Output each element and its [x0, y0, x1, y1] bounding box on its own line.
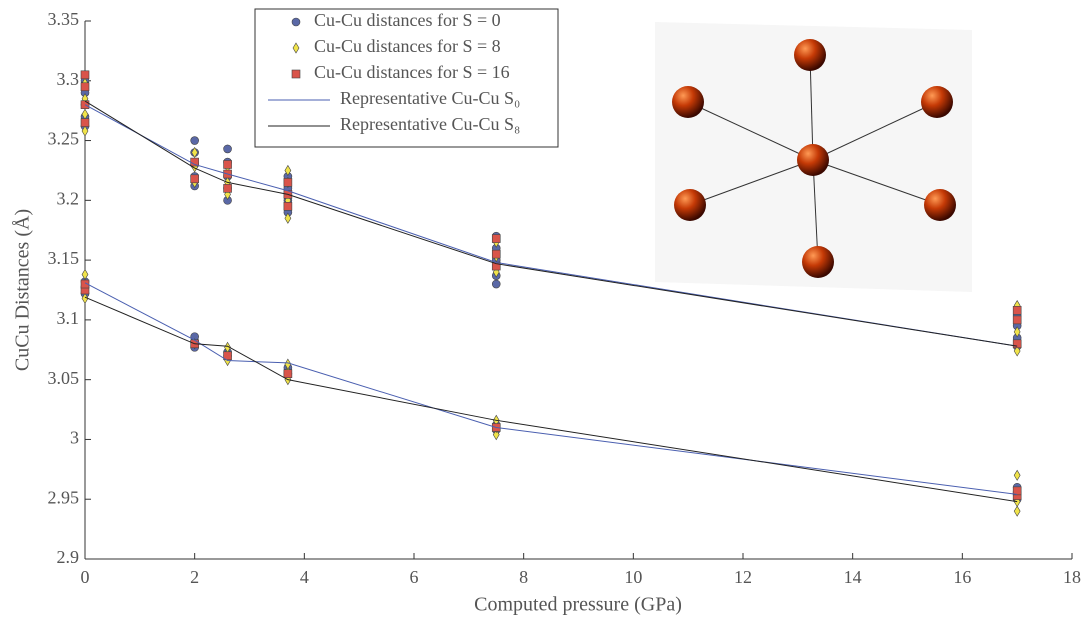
point	[1012, 306, 1022, 315]
point	[191, 146, 199, 159]
x-tick-label: 16	[953, 567, 971, 587]
point	[223, 184, 232, 193]
legend-label: Cu-Cu distances for S = 8	[314, 36, 501, 56]
point	[81, 125, 89, 137]
point	[1013, 469, 1021, 481]
point	[284, 212, 292, 224]
point	[491, 234, 501, 243]
legend-swatch	[291, 17, 301, 27]
inset-image	[655, 22, 972, 292]
y-tick-label: 2.9	[57, 547, 80, 567]
x-tick-label: 4	[300, 567, 309, 587]
point	[80, 279, 90, 289]
point	[283, 178, 293, 187]
series-line	[84, 100, 1018, 503]
x-tick-label: 12	[734, 567, 752, 587]
point	[1013, 326, 1021, 338]
x-tick-label: 14	[844, 567, 862, 587]
point	[80, 82, 90, 92]
y-tick-label: 3.35	[48, 9, 80, 29]
point	[190, 174, 199, 184]
y-tick-label: 3.2	[57, 188, 80, 208]
y-tick-label: 3.1	[57, 308, 80, 328]
x-tick-label: 10	[624, 567, 642, 587]
point	[223, 160, 232, 169]
legend-label: Cu-Cu distances for S = 16	[314, 62, 510, 82]
point	[190, 136, 199, 145]
x-tick-label: 8	[519, 567, 528, 587]
legend-swatch	[292, 42, 300, 54]
point	[492, 429, 500, 441]
point	[1013, 505, 1021, 517]
y-axis-label: CuCu Distances (Å)	[12, 209, 34, 371]
x-tick-label: 2	[190, 567, 199, 587]
x-tick-label: 0	[81, 567, 90, 587]
series-line	[84, 104, 1018, 495]
point	[491, 249, 501, 259]
y-tick-label: 3.05	[48, 368, 80, 388]
legend-swatch	[291, 69, 301, 79]
point	[223, 351, 232, 361]
x-tick-label: 6	[410, 567, 419, 587]
point	[1012, 315, 1022, 325]
legend	[254, 8, 559, 148]
y-tick-label: 3.25	[48, 129, 80, 149]
y-tick-label: 3.15	[48, 248, 80, 268]
point	[283, 202, 293, 211]
point	[284, 164, 292, 177]
x-axis-label: Computed pressure (GPa)	[474, 594, 682, 616]
point	[80, 70, 90, 80]
point	[1012, 486, 1022, 496]
y-tick-label: 3.3	[57, 69, 80, 89]
legend-label: Representative Cu-Cu S₈	[340, 114, 520, 134]
legend-label: Representative Cu-Cu S₀	[340, 88, 520, 108]
point	[283, 369, 293, 378]
point	[81, 268, 89, 281]
legend-label: Cu-Cu distances for S = 0	[314, 10, 501, 30]
point	[1012, 339, 1022, 349]
x-tick-label: 18	[1063, 567, 1081, 587]
point	[491, 279, 501, 289]
point	[81, 292, 89, 304]
y-tick-label: 3	[70, 428, 79, 448]
point	[223, 144, 232, 154]
point	[80, 118, 90, 127]
y-tick-label: 2.95	[48, 487, 80, 507]
point	[1013, 345, 1021, 357]
